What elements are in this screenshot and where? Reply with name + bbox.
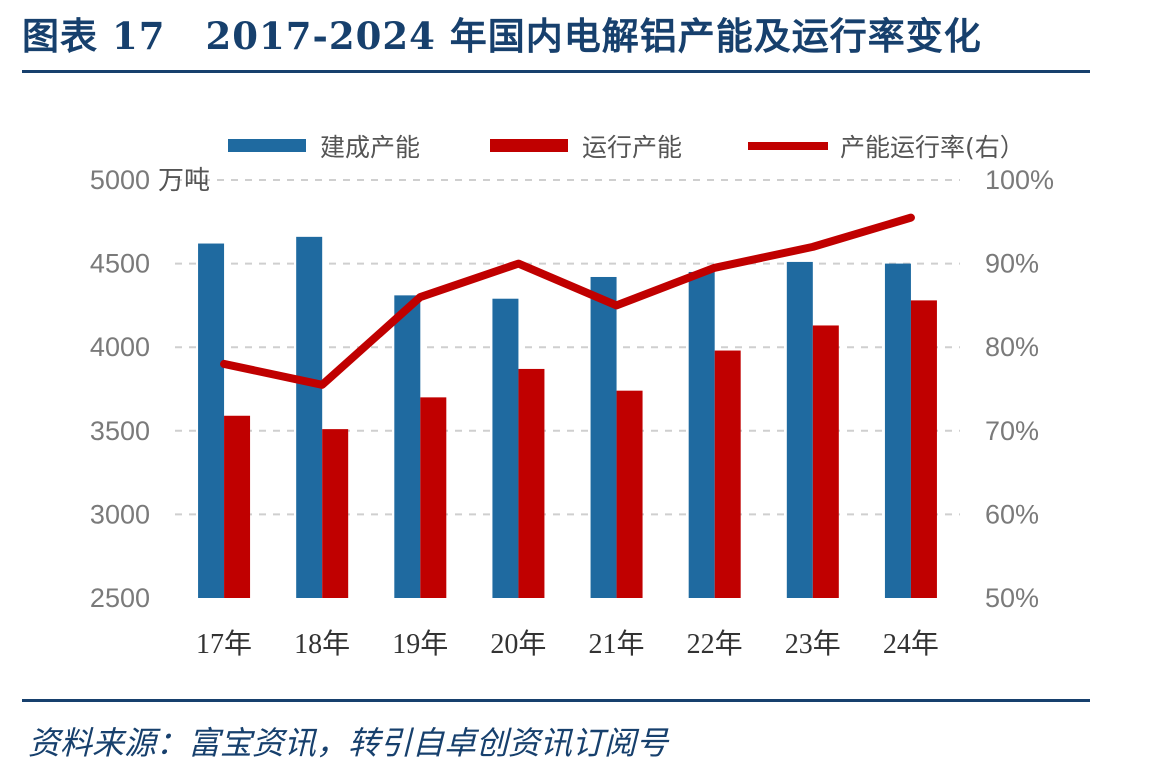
bar-operating-capacity [714, 350, 741, 598]
title-divider [22, 70, 1090, 73]
y-left-unit: 万吨 [158, 166, 210, 196]
bar-operating-capacity [518, 368, 545, 598]
legend-swatch [490, 139, 568, 152]
y-right-tick: 70% [985, 416, 1039, 446]
figure-number: 17 [112, 14, 166, 58]
bar-built-capacity [296, 236, 323, 598]
figure-title: 图表 17 2017-2024 年国内电解铝产能及运行率变化 [22, 6, 982, 60]
y-left-tick: 2500 [90, 583, 150, 613]
bar-built-capacity [688, 271, 715, 598]
y-right-tick: 60% [985, 499, 1039, 529]
x-tick: 23年 [785, 628, 841, 660]
footer-divider [22, 699, 1090, 702]
x-tick: 24年 [883, 628, 939, 660]
x-tick: 22年 [687, 628, 743, 660]
figure-title-text: 2017-2024 年国内电解铝产能及运行率变化 [205, 14, 982, 58]
x-tick: 18年 [294, 628, 350, 660]
bar-operating-capacity [616, 390, 643, 598]
x-tick: 20年 [490, 628, 546, 660]
bar-operating-capacity [420, 397, 447, 598]
bar-operating-capacity [812, 325, 839, 598]
y-right-tick: 50% [985, 583, 1039, 613]
y-left-tick: 5000 [90, 165, 150, 195]
line-operating-rate [220, 213, 915, 389]
legend-label: 产能运行率(右） [840, 133, 1025, 162]
x-tick: 17年 [196, 628, 252, 660]
chart: 2500 50% 3000 60% 3500 70% 4000 80% 4500 90% 5000 1… [90, 133, 1054, 660]
source-note: 资料来源：富宝资讯，转引自卓创资讯订阅号 [28, 724, 669, 762]
x-tick: 19年 [392, 628, 448, 660]
bar-built-capacity [198, 243, 225, 598]
bar-operating-capacity [910, 300, 937, 598]
bar-built-capacity [394, 295, 421, 598]
y-right-tick: 100% [985, 165, 1054, 195]
legend-label: 建成产能 [320, 133, 420, 162]
legend-swatch [228, 139, 306, 152]
legend-label: 运行产能 [582, 133, 682, 162]
y-left-tick: 4000 [90, 332, 150, 362]
bar-built-capacity [590, 276, 617, 598]
y-left-tick: 3500 [90, 416, 150, 446]
y-right-tick: 80% [985, 332, 1039, 362]
bar-built-capacity [786, 261, 813, 598]
y-left-tick: 3000 [90, 499, 150, 529]
y-right-tick: 90% [985, 249, 1039, 279]
x-tick: 21年 [589, 628, 645, 660]
bar-operating-capacity [224, 415, 251, 598]
y-left-tick: 4500 [90, 249, 150, 279]
bar-built-capacity [884, 263, 911, 598]
bar-built-capacity [492, 298, 519, 598]
bar-operating-capacity [322, 429, 349, 598]
figure-label: 图表 [22, 14, 98, 58]
